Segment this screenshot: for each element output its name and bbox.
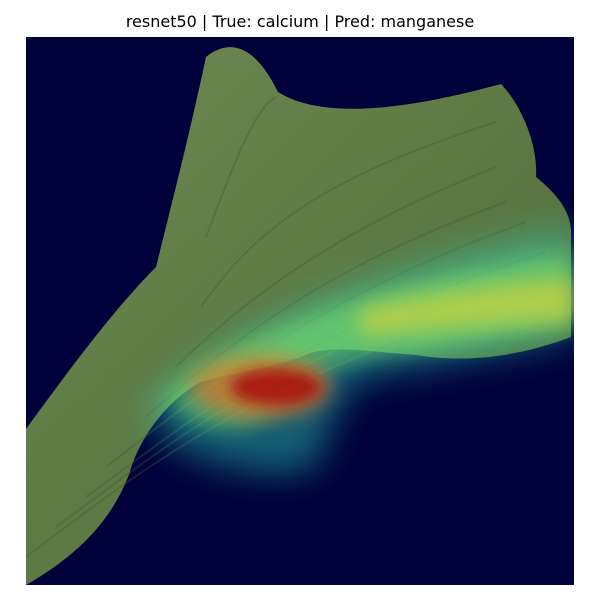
- figure-title: resnet50 | True: calcium | Pred: mangane…: [125, 12, 475, 31]
- heatmap: [146, 227, 574, 474]
- gradcam-image: [26, 37, 574, 585]
- heatmap-hotspot-red: [231, 369, 321, 405]
- heatmap-yellow: [357, 277, 574, 336]
- gradcam-overlay-svg: [26, 37, 574, 585]
